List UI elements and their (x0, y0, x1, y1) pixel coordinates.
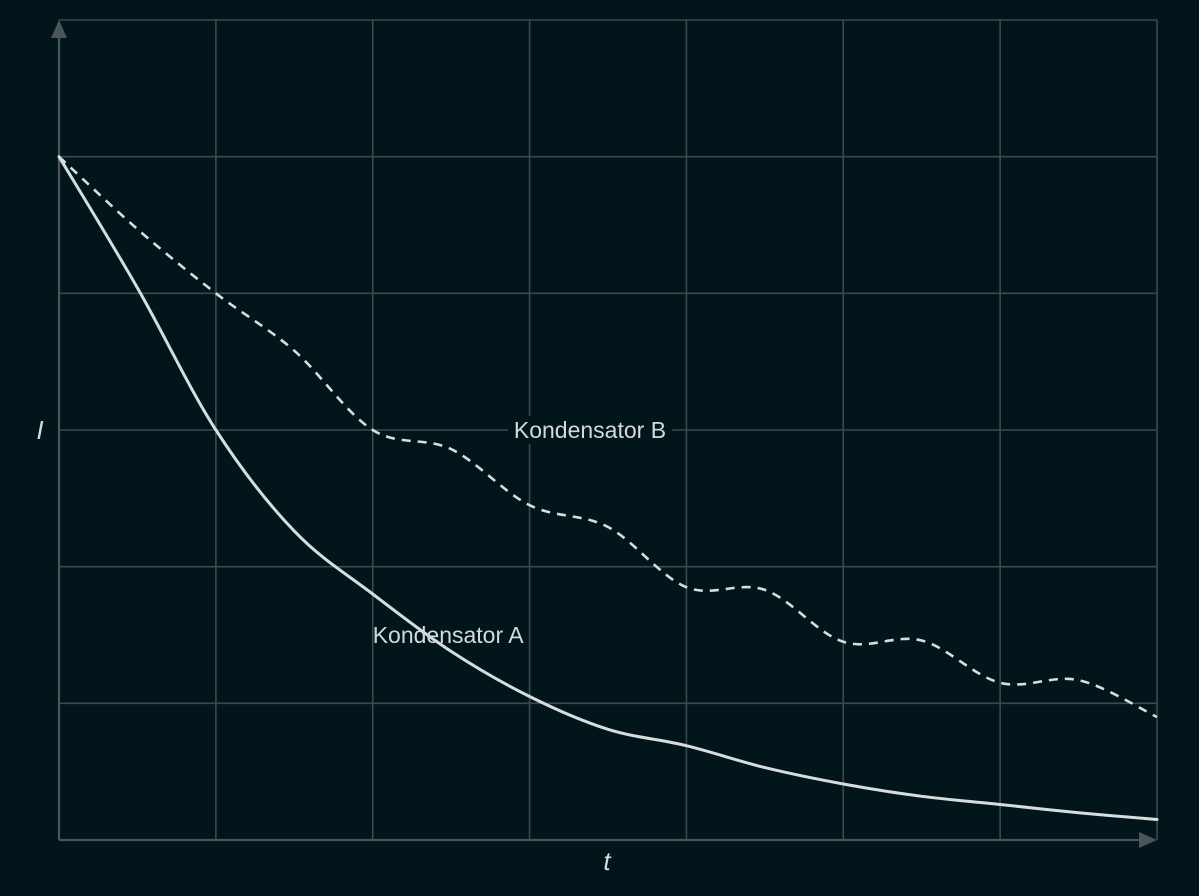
series-line-kondensator-b (58, 155, 1158, 719)
annotation-kondensator-b: Kondensator B (514, 417, 666, 443)
x-axis-label: t (603, 846, 612, 876)
y-axis-arrow (51, 20, 67, 38)
grid (59, 19, 1158, 840)
x-axis-arrow (1139, 832, 1157, 848)
series-line-kondensator-a (57, 155, 1159, 821)
annotation-background-1 (507, 416, 673, 444)
series-layer (57, 155, 1159, 821)
axes (51, 20, 1157, 848)
annotations: Kondensator A Kondensator B (373, 416, 673, 648)
y-axis-label: I (36, 415, 43, 445)
annotation-kondensator-a: Kondensator A (373, 622, 525, 648)
